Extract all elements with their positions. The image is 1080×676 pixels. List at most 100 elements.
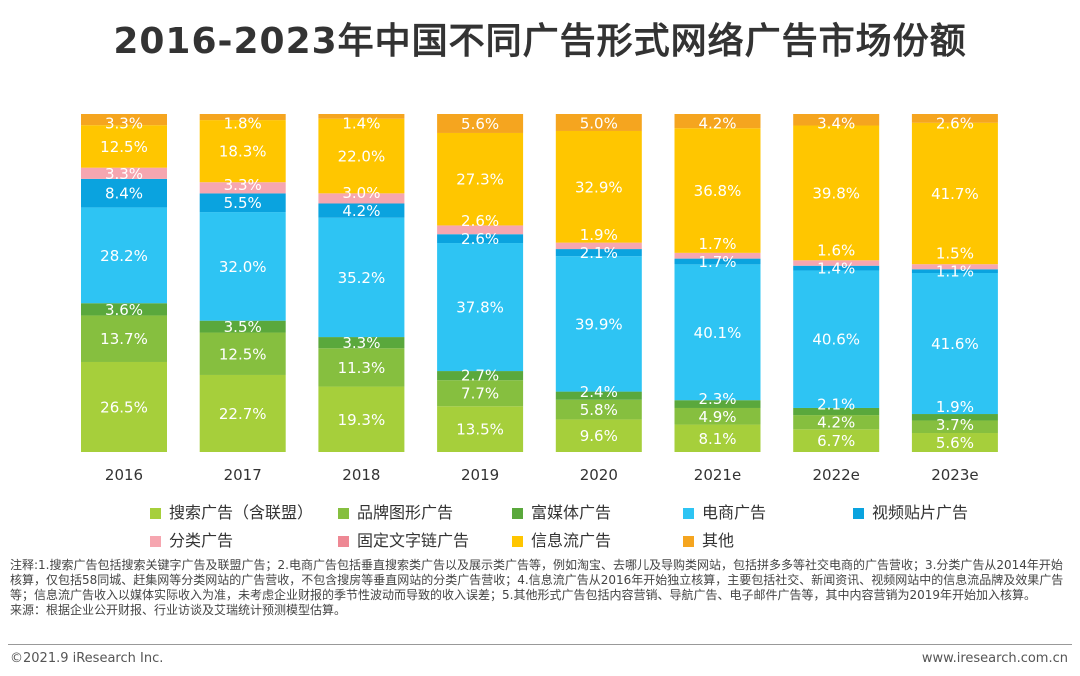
data-label: 18.3% <box>219 143 267 161</box>
data-label: 1.5% <box>936 245 974 263</box>
bar-segment <box>911 122 998 265</box>
x-tick-label: 2022e <box>812 466 859 484</box>
bar-segment <box>674 114 761 129</box>
bar-segment <box>555 399 642 420</box>
data-label: 3.3% <box>342 334 380 352</box>
data-label: 4.2% <box>817 414 855 432</box>
data-label: 7.7% <box>461 385 499 403</box>
legend-item: 品牌图形广告 <box>338 503 453 523</box>
bar-segment <box>318 203 405 218</box>
data-label: 3.4% <box>817 115 855 133</box>
data-label: 1.9% <box>936 398 974 416</box>
legend-item: 信息流广告 <box>512 531 611 551</box>
bar-segment <box>199 320 286 333</box>
data-label: 12.5% <box>100 138 148 156</box>
data-label: 3.5% <box>224 318 262 336</box>
data-label: 1.7% <box>698 253 736 271</box>
bar-segment <box>437 225 524 235</box>
legend-swatch <box>338 507 349 519</box>
x-tick-label: 2017 <box>224 466 262 484</box>
bar-segment <box>318 217 405 338</box>
data-label: 5.6% <box>461 115 499 133</box>
data-label: 28.2% <box>100 247 148 265</box>
legend-item: 电商广告 <box>683 503 766 523</box>
data-label: 3.3% <box>224 176 262 194</box>
bar-segment <box>199 182 286 194</box>
x-tick-label: 2018 <box>342 466 380 484</box>
legend-item: 分类广告 <box>150 531 233 551</box>
bar-segment <box>555 242 642 250</box>
data-label: 39.9% <box>575 315 623 333</box>
bar-segment <box>199 332 286 375</box>
chart-title: 2016-2023年中国不同广告形式网络广告市场份额 <box>113 21 967 62</box>
bar-segment <box>793 125 880 261</box>
bar-segment <box>674 264 761 401</box>
bar-segment <box>911 114 998 123</box>
data-label: 40.6% <box>812 331 860 349</box>
data-label: 35.2% <box>338 269 386 287</box>
bar-segment <box>793 265 880 271</box>
data-label: 4.2% <box>698 115 736 133</box>
data-label: 1.8% <box>224 115 262 133</box>
bar-segment <box>674 407 761 425</box>
x-tick-label: 2023e <box>931 466 978 484</box>
data-label: 41.6% <box>931 335 979 353</box>
legend-swatch <box>512 507 523 519</box>
bar-segment <box>793 114 880 126</box>
legend-item: 固定文字链广告 <box>338 531 469 551</box>
legend-label: 分类广告 <box>169 531 234 550</box>
data-label: 1.1% <box>936 263 974 281</box>
data-label: 1.4% <box>817 260 855 278</box>
legend-label: 固定文字链广告 <box>357 531 470 550</box>
bar-segment <box>793 270 880 408</box>
bar-segment <box>81 303 167 316</box>
source-text: 来源：根据企业公开财报、行业访谈及艾瑞统计预测模型估算。 <box>10 603 347 617</box>
bar-segment <box>318 118 405 194</box>
data-label: 2.7% <box>461 367 499 385</box>
data-label: 4.2% <box>342 202 380 220</box>
data-label: 1.7% <box>698 235 736 253</box>
bar-segment <box>674 252 761 259</box>
bar-segment <box>318 114 405 119</box>
bar-segment <box>793 260 880 266</box>
data-label: 5.0% <box>580 115 618 133</box>
x-tick-label: 2016 <box>105 466 143 484</box>
data-label: 2.1% <box>817 396 855 414</box>
legend-item: 富媒体广告 <box>512 503 611 523</box>
legend-item: 视频贴片广告 <box>853 503 968 523</box>
bar-segment <box>911 420 998 434</box>
legend-swatch <box>338 535 349 547</box>
bar-segment <box>81 361 167 452</box>
data-label: 39.8% <box>812 184 860 202</box>
data-label: 2.4% <box>580 383 618 401</box>
data-label: 26.5% <box>100 398 148 416</box>
legend-swatch <box>512 535 523 547</box>
legend-swatch <box>683 507 694 519</box>
bar-segment <box>318 386 405 452</box>
data-label: 12.5% <box>219 345 267 363</box>
legend-item: 搜索广告（含联盟） <box>150 503 313 523</box>
bar-segment <box>793 429 880 452</box>
data-label: 1.4% <box>342 115 380 133</box>
bar-segment <box>555 419 642 452</box>
legend-label: 视频贴片广告 <box>872 503 969 522</box>
bar-segment <box>674 424 761 452</box>
bar-segment <box>437 380 524 407</box>
data-label: 2.6% <box>936 115 974 133</box>
legend-swatch <box>683 535 694 547</box>
copyright: ©2021.9 iResearch Inc. <box>10 651 164 666</box>
data-label: 3.3% <box>105 165 143 183</box>
legend-label: 品牌图形广告 <box>357 503 454 522</box>
data-label: 3.7% <box>936 416 974 434</box>
data-label: 36.8% <box>694 182 742 200</box>
website-link[interactable]: www.iresearch.com.cn <box>921 651 1068 666</box>
data-label: 4.9% <box>698 408 736 426</box>
bar-segment <box>81 114 167 126</box>
bar-segment <box>81 207 167 304</box>
legend-swatch <box>150 535 161 547</box>
bar-segment <box>555 391 642 400</box>
bar-segment <box>437 234 524 244</box>
data-label: 22.0% <box>338 148 386 166</box>
data-label: 13.5% <box>456 421 504 439</box>
